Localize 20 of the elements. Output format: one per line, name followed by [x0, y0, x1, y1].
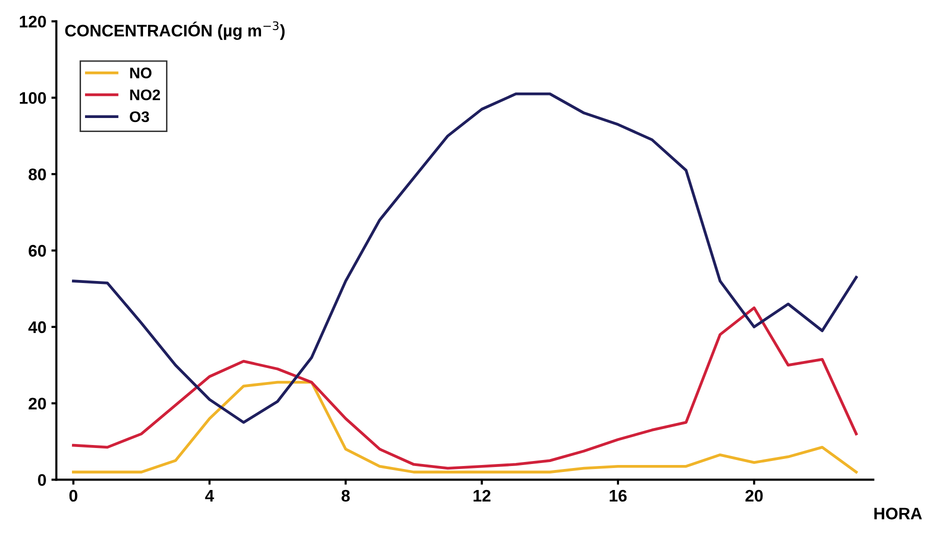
y-tick-label: 80 [28, 168, 46, 180]
legend-label: NO2 [130, 89, 160, 100]
legend-label: NO [130, 68, 152, 78]
y-tick-label: 120 [20, 16, 46, 28]
x-tick-label: 4 [205, 490, 214, 502]
y-tick-label: 60 [28, 244, 46, 257]
x-tick-label: 20 [745, 490, 763, 502]
x-axis-title: HORA [874, 508, 922, 520]
x-tick-label: 0 [69, 490, 78, 502]
legend-label: O3 [130, 111, 150, 122]
y-tick-label: 40 [28, 321, 46, 334]
y-tick-label: 0 [38, 474, 46, 486]
x-tick-label: 16 [610, 490, 627, 502]
y-tick-label: 20 [28, 398, 46, 410]
line-series [72, 380, 858, 474]
line-series [72, 306, 858, 470]
x-tick-label: 8 [342, 490, 350, 502]
y-tick-label: 100 [20, 92, 46, 104]
y-axis-title: CONCENTRACIÓN (µg m$^{−3}$) [65, 21, 285, 40]
x-tick-label: 12 [474, 490, 490, 502]
